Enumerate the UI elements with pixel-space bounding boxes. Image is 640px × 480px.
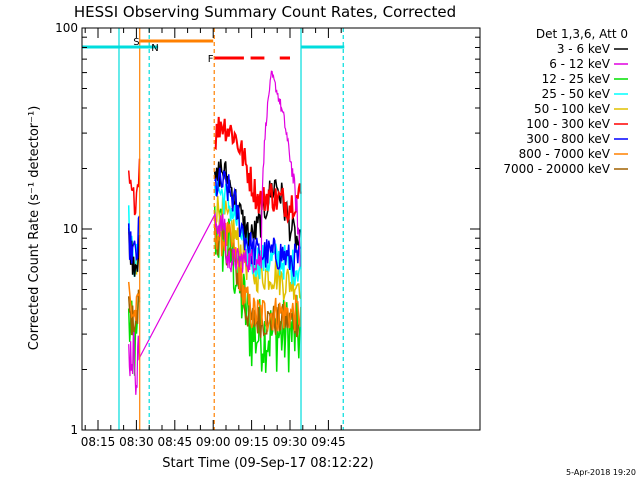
- series-line: [214, 167, 302, 277]
- x-tick-label: 09:45: [311, 435, 346, 449]
- x-tick-label: 09:30: [273, 435, 308, 449]
- axis-layer: 1 10 100 08:15 08:30 08:45 09:00 09:15 09:30 09:4…: [55, 21, 481, 449]
- x-tick-label: 09:15: [234, 435, 269, 449]
- x-tick-label: 08:30: [119, 435, 154, 449]
- series-line: [213, 214, 302, 333]
- flag-letter: N: [151, 43, 158, 54]
- series-line: [127, 228, 141, 277]
- legend-entry-label: 300 - 800 keV: [526, 132, 610, 146]
- x-tick-label: 08:45: [158, 435, 193, 449]
- flag-layer: N S F: [82, 37, 345, 65]
- y-axis-label: Corrected Count Rate (s⁻¹ detector⁻¹): [27, 106, 42, 351]
- x-tick-label: 09:00: [196, 435, 231, 449]
- series-line: [127, 158, 141, 216]
- footer-timestamp: 5-Apr-2018 19:20: [566, 468, 636, 477]
- legend-entry-label: 6 - 12 keV: [549, 57, 611, 71]
- series-line: [127, 281, 141, 321]
- y-tick-label: 100: [55, 21, 78, 35]
- chart-title: HESSI Observing Summary Count Rates, Cor…: [74, 3, 456, 21]
- legend-entry-label: 3 - 6 keV: [557, 42, 611, 56]
- legend-entry-label: 12 - 25 keV: [542, 72, 611, 86]
- x-axis-label: Start Time (09-Sep-17 08:12:22): [162, 456, 373, 471]
- x-tick-label: 08:15: [81, 435, 116, 449]
- y-tick-label: 10: [63, 222, 78, 236]
- flag-letter: F: [208, 54, 214, 65]
- legend-entry-label: 25 - 50 keV: [542, 87, 611, 101]
- legend-entry-label: 800 - 7000 keV: [519, 147, 611, 161]
- legend-entry-label: 100 - 300 keV: [526, 117, 610, 131]
- legend-entry-label: 50 - 100 keV: [534, 102, 611, 116]
- data-layer: [127, 70, 302, 395]
- series-line: [214, 116, 302, 224]
- y-tick-label: 1: [70, 423, 78, 437]
- series-line-6-12kev: [128, 70, 301, 395]
- flag-letter: S: [133, 37, 139, 48]
- series-line: [127, 215, 141, 264]
- legend-header: Det 1,3,6, Att 0: [536, 27, 628, 41]
- legend-entry-label: 7000 - 20000 keV: [503, 162, 610, 176]
- marker-layer: [118, 28, 344, 430]
